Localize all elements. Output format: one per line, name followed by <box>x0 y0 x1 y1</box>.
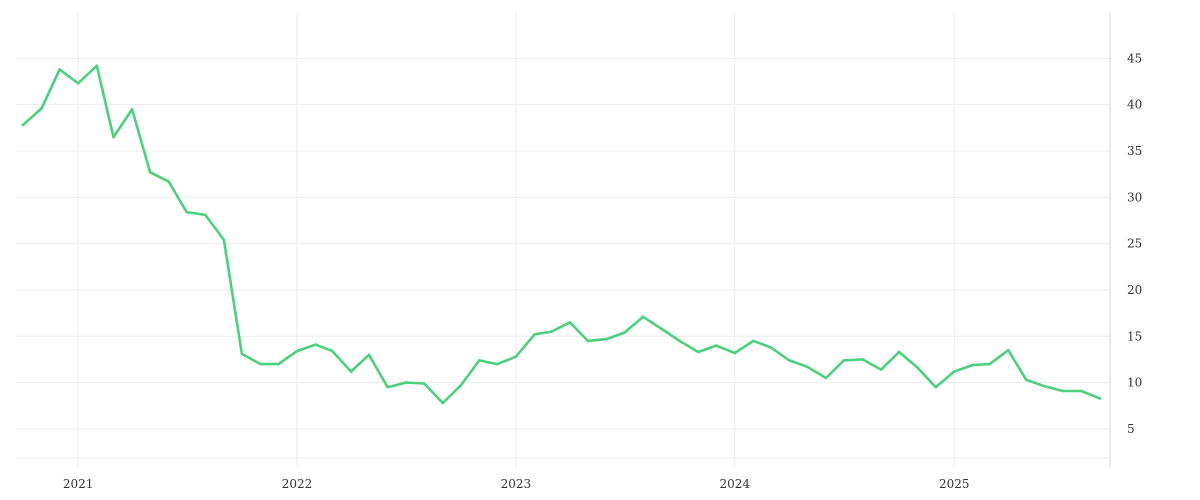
data-point <box>76 82 80 85</box>
data-point <box>21 123 25 127</box>
y-tick-label: 20 <box>1127 283 1142 297</box>
y-tick-label: 40 <box>1127 98 1142 112</box>
data-point <box>40 107 43 110</box>
data-point <box>533 333 536 336</box>
data-point <box>696 350 700 354</box>
data-point <box>916 366 919 370</box>
data-point <box>879 368 883 371</box>
data-point <box>550 330 553 334</box>
data-point <box>422 382 426 385</box>
data-point <box>349 370 353 373</box>
data-point <box>1007 348 1010 352</box>
data-point <box>1043 385 1047 388</box>
data-point <box>934 385 937 389</box>
y-tick-label: 25 <box>1127 237 1142 251</box>
grid <box>16 12 1110 468</box>
data-point <box>788 359 791 362</box>
data-point <box>660 327 663 331</box>
data-point <box>185 210 188 214</box>
data-point <box>623 331 626 334</box>
data-point <box>496 362 499 366</box>
data-point <box>331 349 334 353</box>
data-point <box>277 362 280 366</box>
data-point <box>295 349 299 353</box>
y-tick-label: 45 <box>1127 51 1142 65</box>
x-tick-label: 2022 <box>282 477 313 491</box>
data-point <box>733 351 737 355</box>
data-point <box>148 171 152 174</box>
data-point <box>714 344 718 347</box>
data-point <box>259 362 262 366</box>
x-tick-label: 2023 <box>501 477 532 491</box>
data-point <box>586 339 590 343</box>
data-point <box>130 108 134 111</box>
y-tick-label: 5 <box>1127 422 1135 436</box>
data-point <box>861 358 864 361</box>
data-point <box>1098 397 1102 400</box>
data-point <box>953 370 956 373</box>
x-tick-label: 2021 <box>63 477 94 491</box>
data-point <box>752 339 755 343</box>
data-point <box>971 363 975 367</box>
x-tick-label: 2025 <box>939 477 970 491</box>
data-point <box>641 315 645 319</box>
data-point <box>514 355 518 359</box>
data-point <box>404 381 407 384</box>
y-tick-label: 10 <box>1127 376 1142 390</box>
data-point <box>568 321 572 324</box>
data-point <box>806 365 809 369</box>
data-point <box>204 213 207 217</box>
data-point <box>1061 389 1065 393</box>
data-point <box>314 343 317 346</box>
data-point <box>167 180 170 183</box>
data-point <box>95 64 99 67</box>
data-point <box>897 350 901 354</box>
data-point <box>441 401 445 405</box>
data-point <box>605 337 608 341</box>
data-point <box>240 352 244 356</box>
data-point <box>386 385 389 389</box>
data-point <box>58 68 61 71</box>
series-line <box>21 64 1102 405</box>
data-point <box>1024 378 1028 382</box>
y-tick-label: 15 <box>1127 329 1142 343</box>
data-point <box>112 135 115 139</box>
data-point <box>678 339 681 343</box>
data-point <box>1080 389 1083 393</box>
x-tick-label: 2024 <box>720 477 751 491</box>
data-point <box>842 359 846 362</box>
data-point <box>824 376 828 380</box>
data-point <box>478 359 481 362</box>
series-layer <box>21 64 1102 405</box>
y-tick-label: 35 <box>1127 144 1142 158</box>
data-point <box>769 346 773 349</box>
data-point <box>222 238 226 242</box>
data-point <box>988 362 991 366</box>
y-tick-label: 30 <box>1127 190 1142 204</box>
data-point <box>459 384 463 387</box>
data-point <box>367 353 371 357</box>
